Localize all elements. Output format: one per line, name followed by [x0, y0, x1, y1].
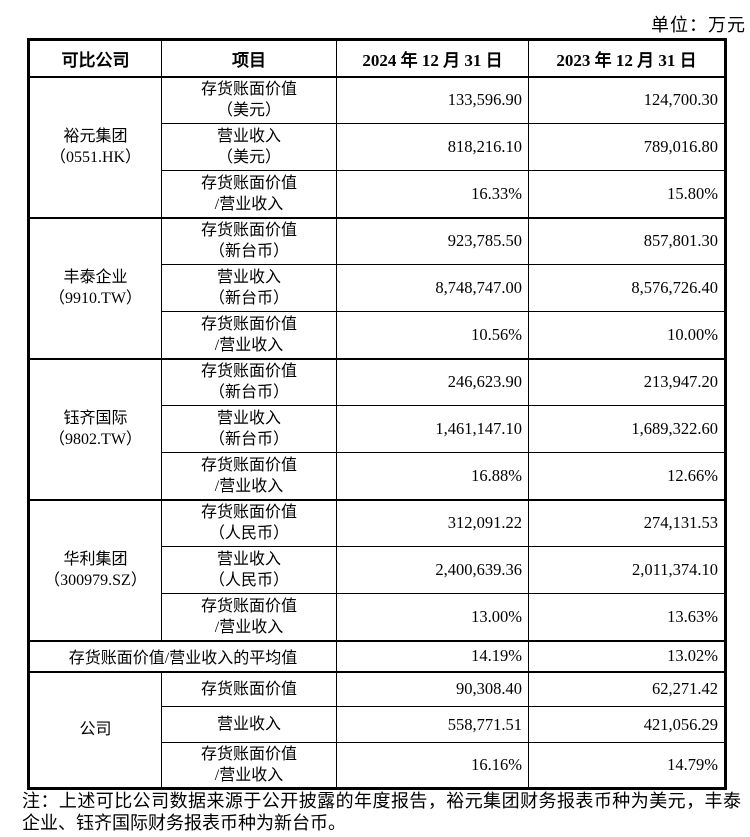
table-row: 存货账面价值 /营业收入 16.88% 12.66% — [29, 452, 726, 500]
table-row: 华利集团 （300979.SZ） 存货账面价值 （人民币） 312,091.22… — [28, 498, 726, 641]
value-2024: 16.16% — [336, 742, 529, 789]
footnote: 注：上述可比公司数据来源于公开披露的年度报告，裕元集团财务报表币种为美元，丰泰企… — [22, 791, 741, 833]
item-cell: 营业收入 （新台币） — [161, 405, 337, 453]
table-row: 营业收入 （新台币） 1,461,147.10 1,689,322.60 — [29, 405, 726, 453]
value-2024: 90,308.40 — [336, 670, 529, 707]
table-row: 钰齐国际 （9802.TW） 存货账面价值 （新台币） 246,623.90 2… — [28, 357, 726, 500]
item-cell: 存货账面价值 （新台币） — [161, 357, 337, 406]
value-2023: 789,016.80 — [528, 123, 726, 171]
value-2023: 2,011,374.10 — [528, 546, 726, 594]
item-cell: 营业收入 （美元） — [161, 123, 337, 171]
item-cell: 存货账面价值 /营业收入 — [161, 311, 337, 359]
table-row: 丰泰企业 （9910.TW） 存货账面价值 （新台币） 923,785.50 8… — [28, 216, 726, 359]
item-cell: 营业收入 （新台币） — [161, 264, 337, 312]
comparable-companies-table: 可比公司 项目 2024 年 12 月 31 日 2023 年 12 月 31 … — [27, 38, 727, 790]
table-row: 存货账面价值 /营业收入 13.00% 13.63% — [29, 593, 726, 641]
value-2023: 14.79% — [528, 742, 726, 789]
company-cell-yueyuen: 裕元集团 （0551.HK） — [28, 75, 162, 218]
item-cell: 营业收入 — [161, 706, 337, 743]
value-2023: 274,131.53 — [528, 498, 726, 547]
item-cell: 存货账面价值 — [161, 670, 337, 707]
table-row: 营业收入 （美元） 818,216.10 789,016.80 — [29, 123, 726, 171]
value-2023: 857,801.30 — [528, 216, 726, 265]
company-cell-huali: 华利集团 （300979.SZ） — [28, 498, 162, 641]
company-cell-yuqi: 钰齐国际 （9802.TW） — [28, 357, 162, 500]
value-2024: 133,596.90 — [336, 75, 529, 124]
header-row: 可比公司 项目 2024 年 12 月 31 日 2023 年 12 月 31 … — [28, 39, 726, 78]
value-2023: 10.00% — [528, 311, 726, 359]
value-2024: 1,461,147.10 — [336, 405, 529, 453]
value-2023: 62,271.42 — [528, 670, 726, 707]
value-2024: 16.33% — [336, 170, 529, 218]
table-row: 存货账面价值 /营业收入 10.56% 10.00% — [29, 311, 726, 359]
value-2024: 16.88% — [336, 452, 529, 500]
column-header-company: 可比公司 — [28, 39, 162, 78]
item-cell: 存货账面价值 /营业收入 — [161, 170, 337, 218]
value-2023: 13.02% — [528, 639, 726, 672]
value-2024: 818,216.10 — [336, 123, 529, 171]
value-2024: 246,623.90 — [336, 357, 529, 406]
company-cell-fengtay: 丰泰企业 （9910.TW） — [28, 216, 162, 359]
value-2023: 12.66% — [528, 452, 726, 500]
item-cell: 存货账面价值 /营业收入 — [161, 742, 337, 789]
value-2023: 421,056.29 — [528, 706, 726, 743]
average-row: 存货账面价值/营业收入的平均值 14.19% 13.02% — [28, 639, 726, 672]
item-cell: 存货账面价值 （美元） — [161, 75, 337, 124]
table-row: 存货账面价值 /营业收入 16.16% 14.79% — [29, 742, 726, 789]
company-cell-issuer: 公司 — [28, 670, 162, 789]
value-2023: 13.63% — [528, 593, 726, 641]
value-2024: 923,785.50 — [336, 216, 529, 265]
value-2023: 8,576,726.40 — [528, 264, 726, 312]
item-cell: 存货账面价值 （人民币） — [161, 498, 337, 547]
column-header-2024: 2024 年 12 月 31 日 — [336, 39, 529, 78]
value-2023: 213,947.20 — [528, 357, 726, 406]
item-cell: 营业收入 （人民币） — [161, 546, 337, 594]
column-header-2023: 2023 年 12 月 31 日 — [528, 39, 726, 78]
unit-label: 单位：万元 — [651, 15, 746, 35]
value-2024: 312,091.22 — [336, 498, 529, 547]
value-2023: 15.80% — [528, 170, 726, 218]
column-header-item: 项目 — [161, 39, 337, 78]
value-2024: 10.56% — [336, 311, 529, 359]
table-row: 裕元集团 （0551.HK） 存货账面价值 （美元） 133,596.90 12… — [28, 75, 726, 218]
item-cell: 存货账面价值 /营业收入 — [161, 452, 337, 500]
table-row: 营业收入 （新台币） 8,748,747.00 8,576,726.40 — [29, 264, 726, 312]
table-row: 存货账面价值 /营业收入 16.33% 15.80% — [29, 170, 726, 218]
value-2024: 8,748,747.00 — [336, 264, 529, 312]
item-cell: 存货账面价值 /营业收入 — [161, 593, 337, 641]
value-2023: 1,689,322.60 — [528, 405, 726, 453]
value-2023: 124,700.30 — [528, 75, 726, 124]
average-label-cell: 存货账面价值/营业收入的平均值 — [28, 639, 337, 672]
value-2024: 13.00% — [336, 593, 529, 641]
value-2024: 14.19% — [336, 639, 529, 672]
item-cell: 存货账面价值 （新台币） — [161, 216, 337, 265]
table-row: 公司 存货账面价值 90,308.40 62,271.42 — [28, 670, 726, 789]
value-2024: 558,771.51 — [336, 706, 529, 743]
value-2024: 2,400,639.36 — [336, 546, 529, 594]
table-row: 营业收入 558,771.51 421,056.29 — [29, 706, 726, 743]
